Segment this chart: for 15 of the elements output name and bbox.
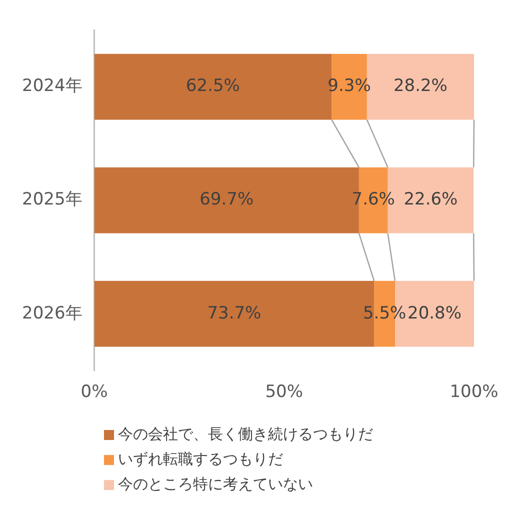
y-tick-label: 2025年 [22,190,82,210]
y-tick-label: 2026年 [22,303,82,324]
data-label: 22.6% [404,190,458,210]
x-tick-label: 100% [450,382,498,402]
data-label: 28.2% [393,76,448,96]
legend-label: いずれ転職するつもりだ [118,450,283,469]
data-label: 73.7% [207,303,262,324]
data-label: 69.7% [200,190,254,210]
legend-label: 今のところ特に考えていない [118,475,313,494]
data-label: 62.5% [186,76,240,96]
data-label: 20.8% [408,303,462,324]
legend-label: 今の会社で、長く働き続けるつもりだ [118,425,373,444]
x-tick-label: 0% [80,382,108,402]
y-tick-label: 2024年 [22,76,82,96]
x-tick-label: 50% [265,382,304,402]
